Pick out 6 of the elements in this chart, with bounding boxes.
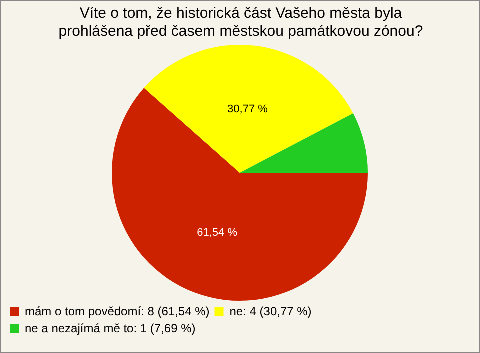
chart-title: Víte o tom, že historická část Vašeho města byla prohlášena před časem městskou památkovou zónou? [58, 5, 424, 41]
data-label: 61,54 % [197, 226, 238, 239]
legend-label: ne: 4 (30,77 %) [230, 304, 312, 318]
legend-label: ne a nezajímá mě to: 1 (7,69 %) [25, 321, 196, 336]
data-label: 30,77 % [228, 104, 268, 116]
legend-label: mám o tom povědomí: 8 (61,54 %) [25, 304, 210, 318]
